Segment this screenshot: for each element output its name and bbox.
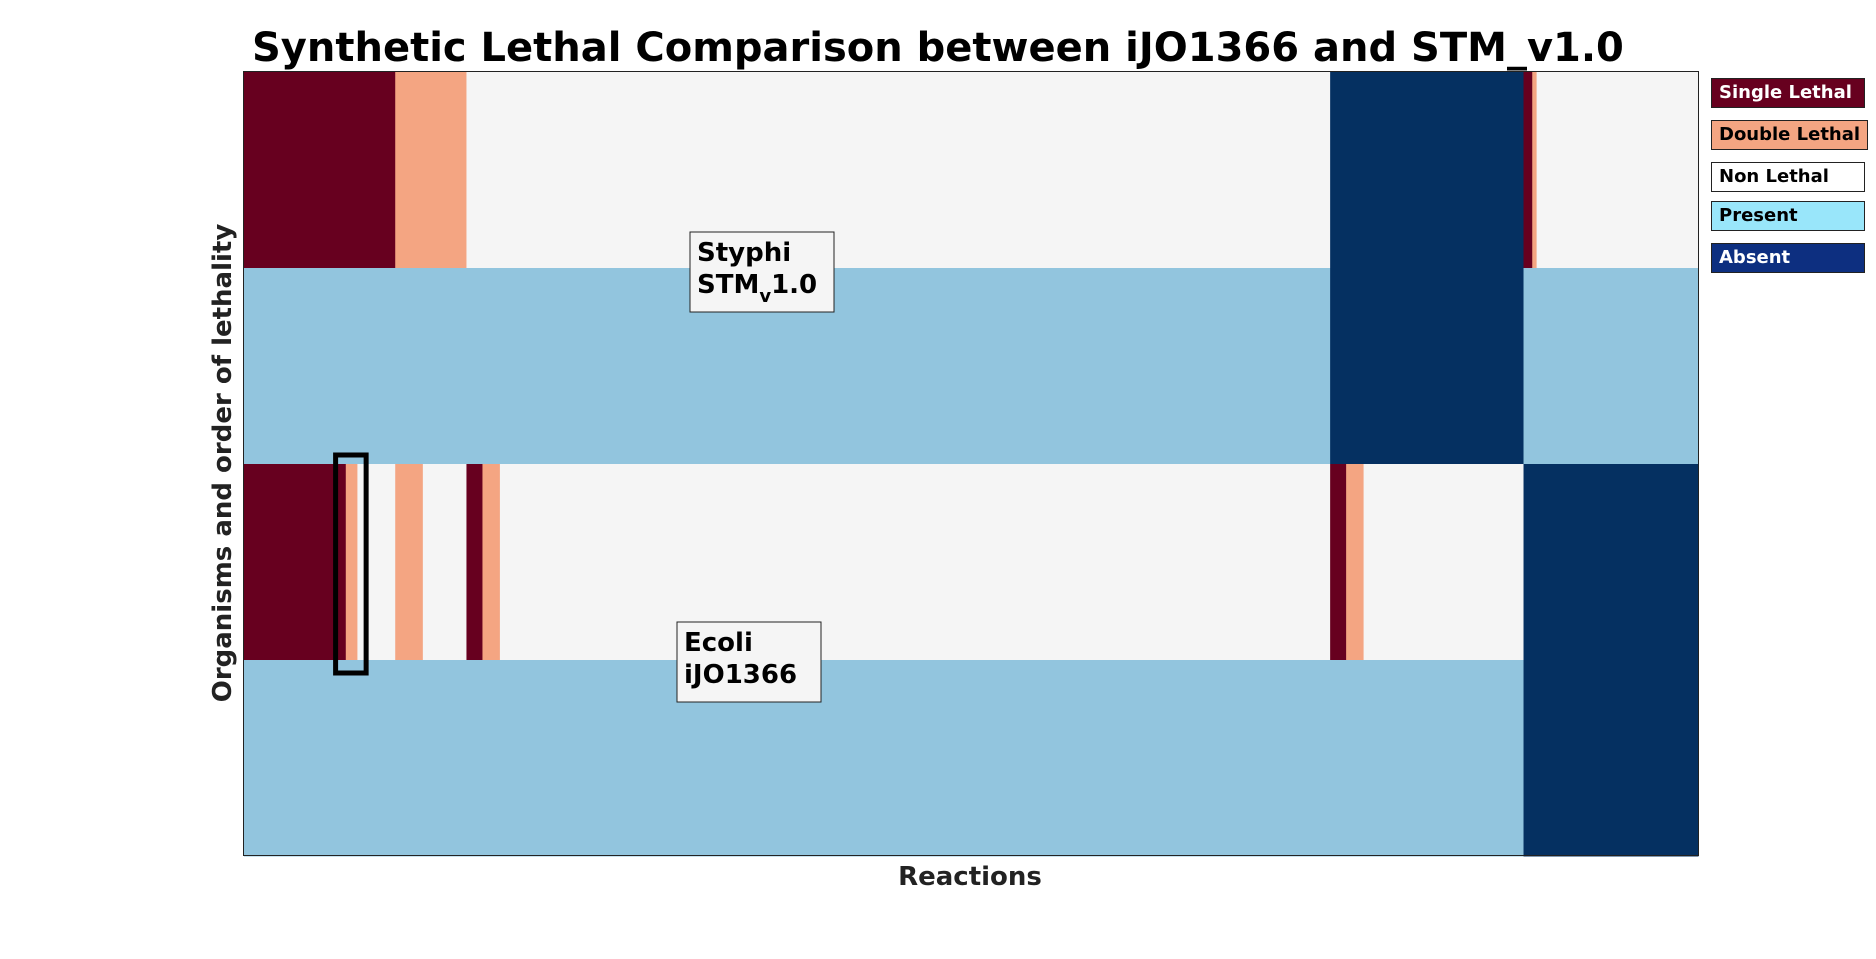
heatmap-cell-row2-11 [1523, 464, 1699, 661]
heatmap-cell-row2-6 [482, 464, 501, 661]
heatmap-cell-row2-3 [395, 464, 424, 661]
heatmap-cell-row2-0 [244, 464, 347, 661]
styphi-annotation-stm: STM [697, 270, 759, 300]
highlight-box [333, 452, 369, 676]
heatmap-cell-row2-1 [345, 464, 358, 661]
ecoli-annotation-box [676, 621, 822, 703]
heatmap-cell-row2-10 [1363, 464, 1525, 661]
heatmap-cell-row0-3 [1330, 72, 1525, 269]
x-axis-label: Reactions [898, 862, 1042, 892]
ecoli-annotation: Ecoli iJO1366 [676, 621, 822, 703]
heatmap-cell-row0-0 [244, 72, 396, 269]
heatmap-cell-row1-2 [1523, 268, 1699, 465]
heatmap-cell-row2-7 [499, 464, 1331, 661]
styphi-annotation: Styphi STMv1.0 [689, 231, 835, 313]
ecoli-annotation-line2: iJO1366 [684, 660, 797, 690]
legend-item-double-lethal: Double Lethal [1711, 120, 1868, 150]
legend-item-present: Present [1711, 201, 1865, 231]
legend-item-non-lethal: Non Lethal [1711, 162, 1865, 192]
heatmap-cell-row0-1 [395, 72, 467, 269]
heatmap-cell-row2-4 [422, 464, 467, 661]
heatmap-cell-row3-0 [244, 660, 1525, 857]
styphi-annotation-version: 1.0 [771, 270, 817, 300]
heatmap-cell-row2-9 [1346, 464, 1365, 661]
ecoli-annotation-line1: Ecoli [684, 628, 753, 658]
plot-frame [243, 71, 1699, 856]
heatmap-cell-row0-2 [466, 72, 1331, 269]
legend-item-single-lethal: Single Lethal [1711, 78, 1865, 108]
heatmap-cell-row0-6 [1536, 72, 1699, 269]
styphi-annotation-line1: Styphi [697, 238, 791, 268]
heatmap-cell-row1-1 [1330, 268, 1525, 465]
legend-item-absent: Absent [1711, 243, 1865, 273]
heatmap-cell-row0-5 [1532, 72, 1538, 269]
heatmap-cells [244, 72, 1699, 857]
styphi-annotation-subscript: v [759, 286, 771, 307]
heatmap-cell-row2-2 [357, 464, 396, 661]
heatmap-cell-row3-1 [1523, 660, 1699, 857]
y-axis-label: Organisms and order of lethality [208, 224, 238, 703]
heatmap-cell-row2-5 [466, 464, 483, 661]
chart-title: Synthetic Lethal Comparison between iJO1… [252, 25, 1624, 71]
heatmap-cell-row0-4 [1523, 72, 1533, 269]
styphi-annotation-line2: STMv1.0 [697, 270, 817, 307]
heatmap-cell-row2-8 [1330, 464, 1347, 661]
styphi-annotation-box [689, 231, 835, 313]
